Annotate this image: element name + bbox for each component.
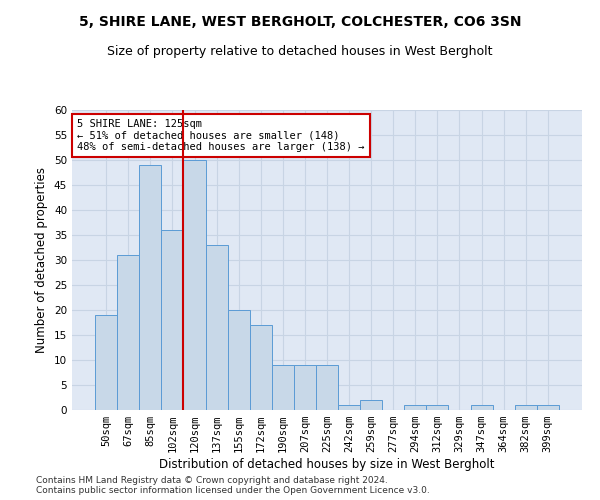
- Text: 5, SHIRE LANE, WEST BERGHOLT, COLCHESTER, CO6 3SN: 5, SHIRE LANE, WEST BERGHOLT, COLCHESTER…: [79, 15, 521, 29]
- Bar: [206, 245, 227, 410]
- Bar: [427, 405, 448, 410]
- Bar: [515, 405, 537, 410]
- Bar: [184, 160, 206, 410]
- Text: 5 SHIRE LANE: 125sqm
← 51% of detached houses are smaller (148)
48% of semi-deta: 5 SHIRE LANE: 125sqm ← 51% of detached h…: [77, 119, 365, 152]
- Bar: [95, 315, 117, 410]
- X-axis label: Distribution of detached houses by size in West Bergholt: Distribution of detached houses by size …: [159, 458, 495, 471]
- Bar: [470, 405, 493, 410]
- Text: Contains HM Land Registry data © Crown copyright and database right 2024.
Contai: Contains HM Land Registry data © Crown c…: [36, 476, 430, 495]
- Bar: [537, 405, 559, 410]
- Bar: [139, 165, 161, 410]
- Bar: [250, 325, 272, 410]
- Bar: [272, 365, 294, 410]
- Text: Size of property relative to detached houses in West Bergholt: Size of property relative to detached ho…: [107, 45, 493, 58]
- Bar: [161, 230, 184, 410]
- Y-axis label: Number of detached properties: Number of detached properties: [35, 167, 49, 353]
- Bar: [404, 405, 427, 410]
- Bar: [316, 365, 338, 410]
- Bar: [227, 310, 250, 410]
- Bar: [117, 255, 139, 410]
- Bar: [338, 405, 360, 410]
- Bar: [294, 365, 316, 410]
- Bar: [360, 400, 382, 410]
